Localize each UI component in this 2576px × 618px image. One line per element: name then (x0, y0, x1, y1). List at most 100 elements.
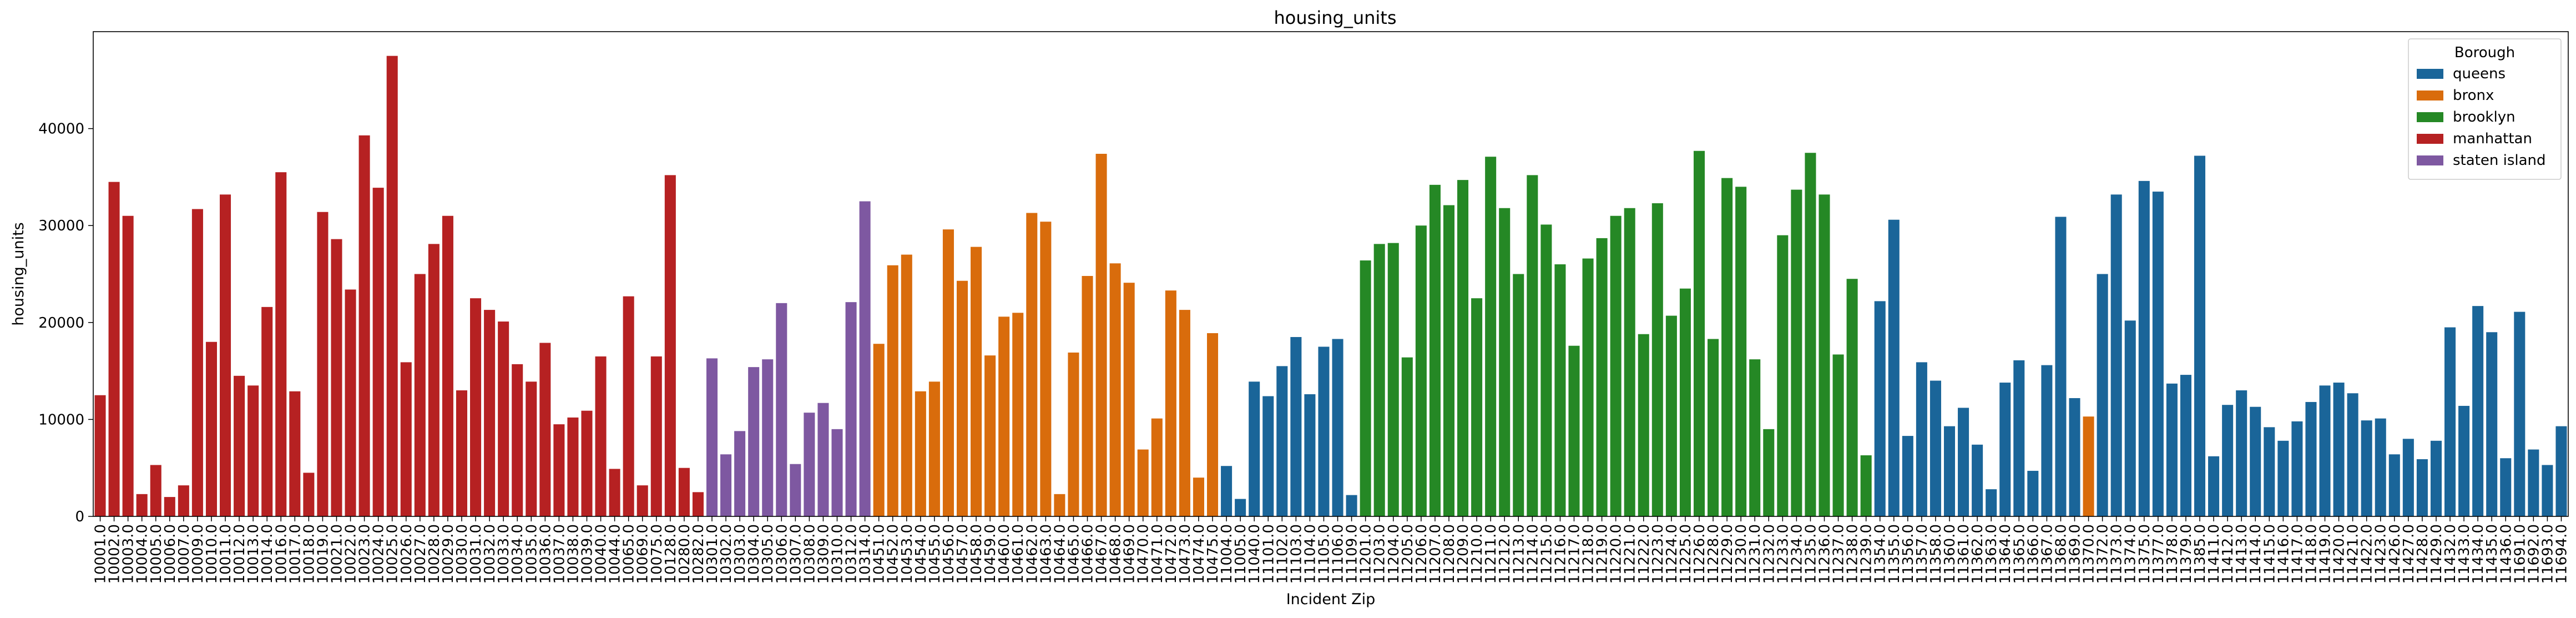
x-tick-label: 11385.0 (2192, 524, 2209, 584)
bar-11362-0 (1972, 444, 1983, 516)
bar-11426-0 (2388, 454, 2400, 516)
x-tick-label: 10004.0 (134, 524, 151, 584)
bar-11239-0 (1860, 455, 1872, 516)
bar-11225-0 (1679, 288, 1691, 516)
x-tick-label: 11236.0 (1816, 524, 1833, 584)
legend-swatch-brooklyn (2417, 112, 2443, 122)
x-tick-label: 10308.0 (801, 524, 818, 584)
bar-10022-0 (345, 289, 356, 516)
x-tick-label: 11370.0 (2081, 524, 2098, 584)
bar-10282-0 (692, 492, 704, 516)
x-tick-label: 10460.0 (996, 524, 1013, 584)
bar-11414-0 (2250, 406, 2261, 516)
bar-11218-0 (1582, 258, 1594, 516)
x-tick-label: 10463.0 (1038, 524, 1054, 584)
x-tick-label: 11427.0 (2401, 524, 2417, 584)
x-tick-label: 10013.0 (245, 524, 262, 584)
bar-11104-0 (1304, 394, 1316, 516)
legend: Borough queens bronx brooklyn manhattan stat… (2408, 38, 2562, 180)
x-tick-label: 11221.0 (1622, 524, 1639, 584)
x-tick-label: 11218.0 (1580, 524, 1597, 584)
x-tick-label: 10303.0 (732, 524, 749, 584)
x-tick-label: 11369.0 (2067, 524, 2084, 584)
bar-11378-0 (2166, 383, 2178, 516)
x-tick-label: 11219.0 (1594, 524, 1611, 584)
bar-10023-0 (358, 135, 370, 516)
x-tick-label: 11208.0 (1441, 524, 1458, 584)
x-tick-label: 10282.0 (690, 524, 707, 584)
bar-11102-0 (1276, 366, 1288, 516)
x-tick-label: 10474.0 (1191, 524, 1208, 584)
bar-10016-0 (275, 172, 287, 516)
bar-10028-0 (428, 244, 440, 516)
x-tick-label: 11226.0 (1691, 524, 1708, 584)
x-tick-label: 11213.0 (1511, 524, 1527, 584)
bar-10308-0 (804, 413, 815, 516)
bar-11418-0 (2305, 401, 2317, 516)
bar-10473-0 (1179, 310, 1190, 516)
x-tick-label: 11378.0 (2164, 524, 2181, 584)
bar-11040-0 (1249, 381, 1260, 516)
x-tick-label: 10035.0 (523, 524, 540, 584)
bar-10012-0 (234, 375, 245, 516)
x-tick-label: 11417.0 (2289, 524, 2306, 584)
x-tick-label: 11420.0 (2331, 524, 2348, 584)
x-tick-label: 10473.0 (1177, 524, 1194, 584)
x-tick-label: 11416.0 (2275, 524, 2292, 584)
bar-11436-0 (2500, 458, 2512, 516)
x-tick-label: 11354.0 (1872, 524, 1889, 584)
bar-11412-0 (2222, 405, 2234, 516)
x-tick-label: 11222.0 (1636, 524, 1653, 584)
bar-11224-0 (1665, 315, 1677, 516)
x-tick-label: 11414.0 (2247, 524, 2264, 584)
x-tick-label: 10026.0 (398, 524, 415, 584)
x-tick-label: 11207.0 (1427, 524, 1444, 584)
y-tick-label: 40000 (38, 121, 84, 138)
x-tick-label: 11363.0 (1983, 524, 2000, 584)
y-tick-label: 30000 (38, 218, 84, 234)
bar-10003-0 (122, 215, 134, 516)
bar-10460-0 (998, 316, 1010, 516)
bar-10033-0 (498, 321, 509, 516)
bar-10456-0 (942, 229, 954, 516)
x-tick-label: 11364.0 (1997, 524, 2014, 584)
bar-10039-0 (581, 410, 593, 516)
bar-11101-0 (1262, 396, 1274, 516)
bar-11212-0 (1499, 208, 1511, 516)
x-tick-label: 11366.0 (2025, 524, 2042, 584)
bar-11004-0 (1221, 466, 1233, 516)
x-tick-label: 10007.0 (176, 524, 193, 584)
x-tick-label: 10017.0 (287, 524, 304, 584)
y-axis-label: housing_units (10, 222, 27, 325)
bar-11428-0 (2416, 459, 2428, 516)
bar-11413-0 (2236, 390, 2247, 516)
x-tick-label: 11103.0 (1288, 524, 1305, 584)
bar-11210-0 (1471, 298, 1483, 516)
x-tick-label: 10302.0 (718, 524, 735, 584)
x-tick-label: 11428.0 (2415, 524, 2431, 584)
x-tick-label: 10011.0 (218, 524, 234, 584)
x-tick-label: 11217.0 (1566, 524, 1583, 584)
x-tick-label: 11368.0 (2053, 524, 2069, 584)
x-tick-label: 11433.0 (2456, 524, 2473, 584)
bar-11367-0 (2041, 365, 2053, 516)
bar-11361-0 (1958, 408, 1969, 516)
x-tick-label: 11412.0 (2220, 524, 2236, 584)
x-tick-label: 11415.0 (2261, 524, 2278, 584)
x-tick-label: 11005.0 (1233, 524, 1249, 584)
bar-11411-0 (2208, 456, 2220, 516)
x-tick-label: 11209.0 (1455, 524, 1472, 584)
bar-10034-0 (512, 364, 523, 516)
x-tick-label: 10453.0 (899, 524, 916, 584)
bar-10312-0 (845, 302, 857, 516)
x-tick-label: 10301.0 (704, 524, 721, 584)
x-tick-label: 11377.0 (2150, 524, 2167, 584)
bar-11207-0 (1429, 184, 1441, 516)
x-tick-label: 11215.0 (1538, 524, 1555, 584)
x-tick-label: 10031.0 (468, 524, 484, 584)
bar-11206-0 (1415, 225, 1427, 516)
x-tick-label: 11372.0 (2095, 524, 2112, 584)
x-tick-label: 10312.0 (843, 524, 860, 584)
bar-11211-0 (1485, 157, 1497, 517)
x-tick-label: 11356.0 (1900, 524, 1917, 584)
